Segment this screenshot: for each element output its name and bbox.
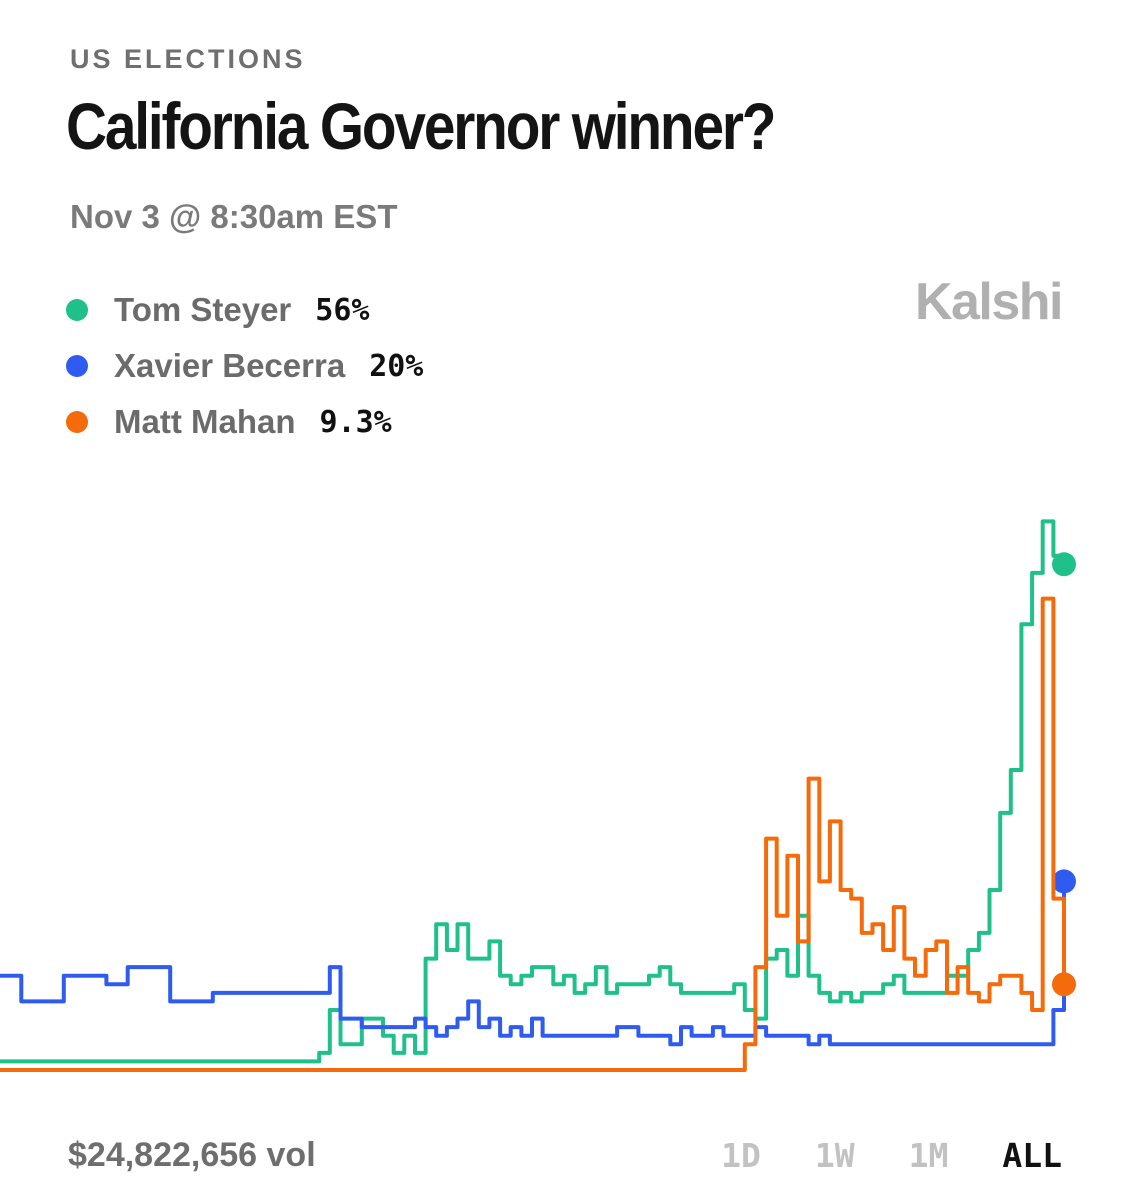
range-tab-1d[interactable]: 1D <box>721 1136 761 1175</box>
series-endpoint-xavier-becerra <box>1052 869 1076 894</box>
legend-item-tom-steyer: Tom Steyer 56% <box>66 282 423 338</box>
page-title: California Governor winner? <box>66 89 776 163</box>
range-tab-1m[interactable]: 1M <box>908 1136 949 1175</box>
chart-footer: $24,822,656 vol 1D 1W 1M ALL <box>0 1132 1130 1182</box>
series-tom-steyer <box>0 519 1076 1064</box>
legend-name: Tom Steyer <box>114 291 292 328</box>
legend-value: 20% <box>369 348 424 384</box>
legend-dot-icon <box>66 299 88 321</box>
legend-dot-icon <box>66 411 88 433</box>
series-matt-mahan <box>0 596 1076 1072</box>
category-label: US ELECTIONS <box>70 44 306 74</box>
brand-logo: Kalshi <box>914 273 1064 331</box>
price-history-chart <box>0 519 1076 1072</box>
series-line-xavier-becerra <box>0 879 1066 1047</box>
series-xavier-becerra <box>0 869 1076 1047</box>
range-tab-1w[interactable]: 1W <box>814 1136 855 1175</box>
legend-item-xavier-becerra: Xavier Becerra 20% <box>66 338 423 394</box>
series-line-matt-mahan <box>0 596 1066 1072</box>
legend: Tom Steyer 56% Xavier Becerra 20% Matt M… <box>66 282 423 450</box>
range-tab-all[interactable]: ALL <box>1002 1136 1062 1175</box>
volume-label: $24,822,656 vol <box>68 1136 316 1174</box>
legend-name: Xavier Becerra <box>114 347 346 384</box>
legend-value: 56% <box>315 292 370 328</box>
series-endpoint-matt-mahan <box>1052 972 1076 997</box>
series-line-tom-steyer <box>0 519 1066 1064</box>
series-endpoint-tom-steyer <box>1052 552 1076 577</box>
range-selector: 1D 1W 1M ALL <box>667 1136 1062 1175</box>
legend-dot-icon <box>66 355 88 377</box>
legend-name: Matt Mahan <box>114 403 296 440</box>
legend-value: 9.3% <box>319 404 392 440</box>
event-date: Nov 3 @ 8:30am EST <box>70 198 398 235</box>
legend-item-matt-mahan: Matt Mahan 9.3% <box>66 394 423 450</box>
